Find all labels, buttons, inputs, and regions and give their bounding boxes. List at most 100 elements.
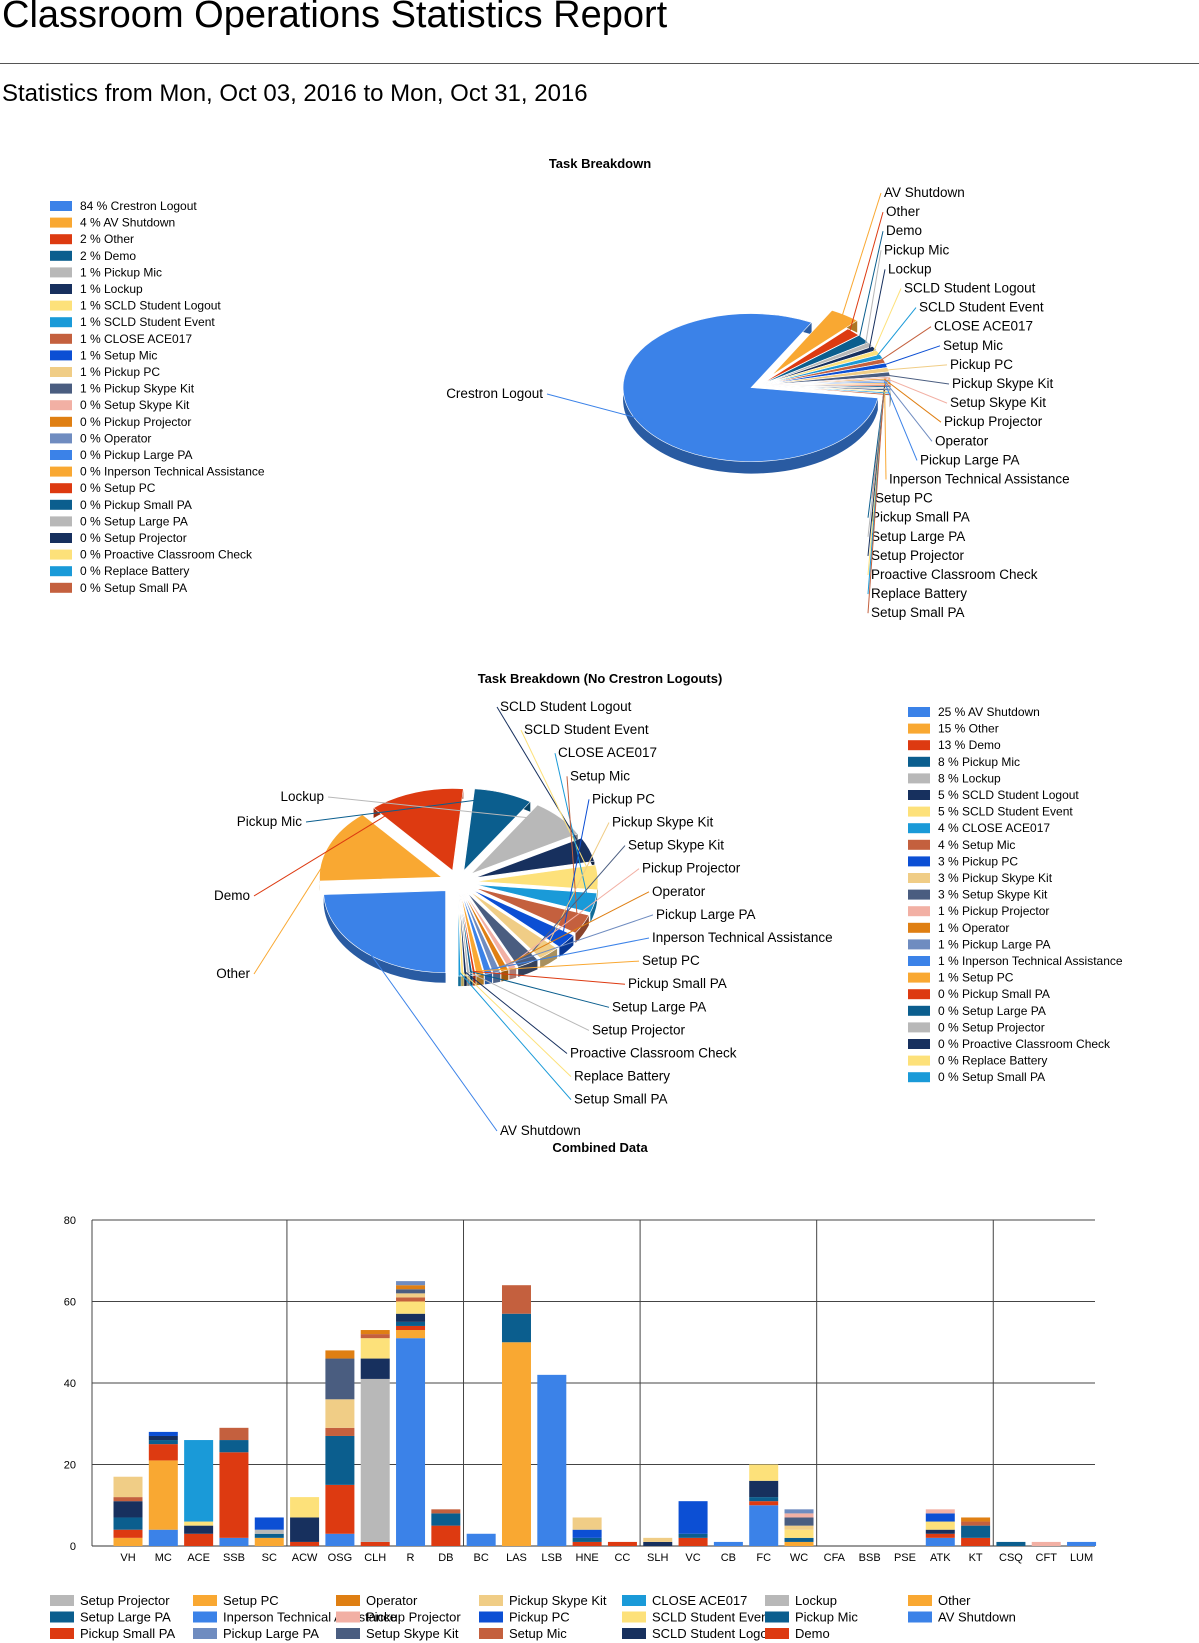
callout-line: [880, 345, 941, 367]
callout-line: [883, 374, 950, 385]
legend-label: 0 % Setup PC: [80, 481, 156, 495]
callout-label: Pickup Projector: [944, 414, 1043, 429]
legend-label: Setup Projector: [80, 1593, 170, 1608]
legend-swatch: [908, 1072, 930, 1083]
pie-slice-side: [509, 967, 517, 980]
bar-segment: [148, 1529, 178, 1546]
callout-line: [883, 378, 942, 423]
bar-segment: [396, 1281, 426, 1286]
callout-label: Setup PC: [875, 491, 933, 506]
bar-segment: [360, 1334, 390, 1339]
callout-label: Other: [886, 204, 920, 219]
callout-label: Demo: [886, 223, 922, 238]
x-tick-label: HNE: [576, 1552, 599, 1564]
callout-line: [473, 970, 626, 985]
bar-segment: [784, 1513, 814, 1518]
callout-label: Setup Small PA: [574, 1092, 668, 1107]
bar-segment: [360, 1358, 390, 1379]
x-tick-label: CFT: [1036, 1552, 1058, 1564]
callout-line: [305, 796, 502, 823]
x-tick-label: OSG: [328, 1552, 352, 1564]
legend-label: 8 % Lockup: [938, 771, 1001, 785]
legend-label: 0 % Pickup Projector: [80, 415, 191, 429]
bar-segment: [925, 1533, 955, 1538]
callout-label: Setup Skype Kit: [950, 395, 1046, 410]
bar-segment: [184, 1533, 214, 1546]
x-tick-label: FC: [756, 1552, 771, 1564]
bar-segment: [184, 1521, 214, 1526]
legend-label: 1 % Pickup Projector: [938, 904, 1049, 918]
callout-label: Pickup Skype Kit: [952, 376, 1054, 391]
legend-swatch: [336, 1628, 360, 1639]
legend-swatch: [622, 1628, 646, 1639]
bar-segment: [396, 1325, 426, 1331]
callout-line: [883, 380, 933, 442]
report-date-range: Statistics from Mon, Oct 03, 2016 to Mon…: [2, 80, 588, 107]
legend-label: 5 % SCLD Student Logout: [938, 788, 1079, 802]
callout-line: [253, 795, 418, 897]
legend-swatch: [908, 856, 930, 867]
callout-label: AV Shutdown: [884, 185, 965, 200]
callout-label: Proactive Classroom Check: [570, 1046, 737, 1061]
callout-label: CLOSE ACE017: [934, 319, 1033, 334]
legend-label: 1 % Operator: [938, 921, 1009, 935]
legend-swatch: [50, 533, 72, 543]
callout-label: Lockup: [888, 261, 932, 276]
bar-segment: [925, 1537, 955, 1546]
legend-label: 0 % Pickup Large PA: [80, 448, 193, 462]
x-tick-label: BSB: [859, 1552, 881, 1564]
x-tick-label: WC: [790, 1552, 808, 1564]
legend-swatch: [765, 1628, 789, 1639]
bar-segment: [607, 1541, 637, 1546]
x-tick-label: DB: [438, 1552, 453, 1564]
bar-segment: [572, 1529, 602, 1538]
legend-swatch: [50, 483, 72, 494]
legend-label: Setup Skype Kit: [366, 1626, 459, 1641]
bar-segment: [113, 1517, 143, 1530]
legend-swatch: [908, 1055, 930, 1066]
bar-segment: [501, 1313, 531, 1343]
legend-swatch: [479, 1595, 503, 1606]
bar-segment: [290, 1541, 320, 1546]
bar-segment: [113, 1529, 143, 1538]
legend-label: 1 % SCLD Student Event: [80, 315, 215, 329]
callout-label: Pickup Small PA: [628, 976, 727, 991]
legend-label: 1 % Pickup Mic: [80, 265, 162, 279]
bar-segment: [396, 1330, 426, 1339]
legend-label: 0 % Setup Projector: [80, 531, 187, 545]
callout-label: Proactive Classroom Check: [871, 567, 1038, 582]
callout-line: [868, 269, 886, 351]
callout-label: Setup Mic: [570, 768, 630, 783]
legend-label: 0 % Setup Large PA: [938, 1004, 1046, 1018]
bar-segment: [148, 1444, 178, 1461]
callout-label: Pickup PC: [950, 357, 1013, 372]
task-breakdown-no-crestron-chart: Task Breakdown (No Crestron Logouts) 25 …: [214, 671, 1123, 1138]
legend-label: 0 % Pickup Small PA: [80, 498, 192, 512]
bar-segment: [396, 1321, 426, 1326]
pie-slice-other: [319, 814, 443, 882]
bar-segment: [431, 1525, 461, 1546]
callout-line: [864, 250, 882, 347]
bar-segment: [749, 1497, 779, 1502]
x-tick-label: ACE: [187, 1552, 210, 1564]
callout-line: [546, 393, 643, 420]
callout-label: Pickup Large PA: [656, 907, 756, 922]
callout-line: [327, 796, 556, 822]
callout-label: Pickup Skype Kit: [612, 815, 714, 830]
legend-swatch: [50, 566, 72, 577]
callout-label: Pickup Projector: [642, 861, 741, 876]
legend-label: 0 % Proactive Classroom Check: [80, 548, 253, 562]
bar-segment: [325, 1533, 355, 1546]
callout-line: [496, 706, 584, 851]
bar-segment: [925, 1513, 955, 1522]
legend-swatch: [479, 1628, 503, 1639]
bar-segment: [678, 1537, 708, 1546]
callout-label: Setup Mic: [943, 338, 1003, 353]
callout-line: [494, 914, 654, 969]
legend-swatch: [908, 1022, 930, 1033]
legend-label: Pickup Small PA: [80, 1626, 175, 1641]
legend-swatch: [193, 1628, 217, 1639]
bar-segment: [254, 1529, 284, 1534]
bar-segment: [1031, 1541, 1061, 1546]
x-tick-label: SSB: [223, 1552, 245, 1564]
